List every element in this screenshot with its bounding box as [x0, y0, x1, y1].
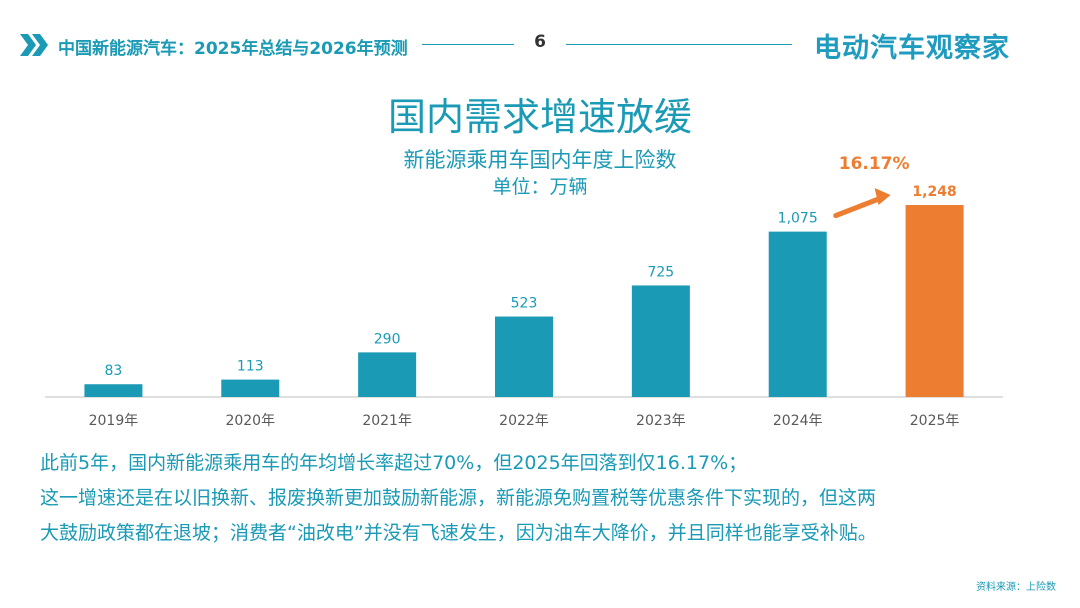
bar	[221, 379, 280, 397]
x-tick-label: 2019年	[89, 413, 139, 429]
x-tick-label: 2023年	[636, 413, 686, 429]
growth-arrowhead	[874, 188, 891, 205]
brand-logo: 电动汽车观察家	[814, 33, 1010, 64]
data-label: 523	[511, 296, 538, 312]
data-label: 113	[237, 359, 264, 375]
header: 中国新能源汽车：2025年总结与2026年预测 6 电动汽车观察家	[0, 0, 1080, 80]
source-note: 资料来源：上险数	[976, 582, 1056, 593]
bar	[84, 384, 143, 397]
data-label: 725	[647, 264, 674, 280]
header-title: 中国新能源汽车：2025年总结与2026年预测	[58, 39, 408, 59]
bar	[358, 352, 417, 397]
x-tick-label: 2021年	[362, 413, 412, 429]
bar	[768, 231, 827, 397]
x-tick-label: 2022年	[499, 413, 549, 429]
bar	[631, 285, 690, 397]
commentary: 此前5年，国内新能源乘用车的年均增长率超过70%，但2025年回落到仅16.17…	[40, 446, 1060, 551]
chart-unit: 单位：万辆	[492, 176, 588, 198]
data-label: 83	[105, 363, 123, 379]
commentary-line: 这一增速还是在以旧换新、报废换新更加鼓励新能源，新能源免购置税等优惠条件下实现的…	[40, 487, 877, 509]
commentary-line: 大鼓励政策都在退坡；消费者“油改电”并没有飞速发生，因为油车大降价，并且同样也能…	[40, 522, 877, 544]
data-label: 290	[374, 331, 401, 347]
chart-title: 国内需求增速放缓	[387, 95, 692, 139]
x-tick-label: 2020年	[225, 413, 275, 429]
chevron-right-icon	[20, 34, 48, 56]
data-label: 1,075	[778, 211, 818, 227]
page-number: 6	[534, 32, 546, 52]
chart-subtitle: 新能源乘用车国内年度上险数	[403, 148, 677, 172]
growth-label: 16.17%	[839, 154, 910, 174]
data-label: 1,248	[912, 184, 956, 200]
header-divider	[422, 44, 514, 45]
x-tick-label: 2025年	[910, 413, 960, 429]
header-divider	[566, 44, 792, 45]
commentary-line: 此前5年，国内新能源乘用车的年均增长率超过70%，但2025年回落到仅16.17…	[40, 452, 748, 474]
bar	[495, 316, 553, 397]
x-tick-label: 2024年	[773, 413, 823, 429]
bar	[905, 205, 964, 397]
growth-arrow	[833, 196, 882, 219]
bar-chart: 83 2019年 113 2020年 290 2021年 523 2022年 725 2023年 1…	[45, 154, 1003, 429]
